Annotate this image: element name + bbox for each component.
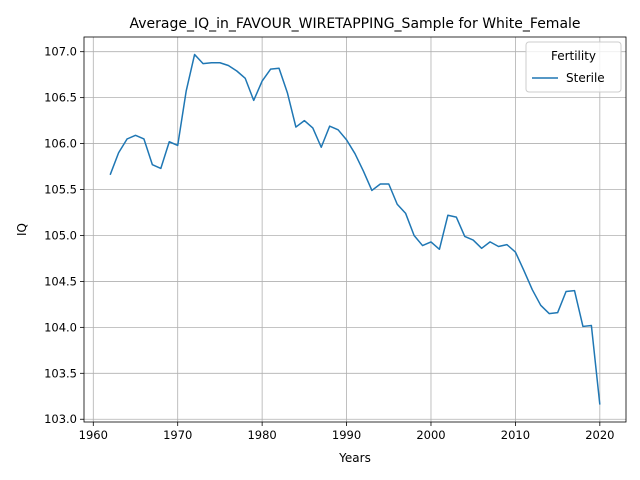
chart-title: Average_IQ_in_FAVOUR_WIRETAPPING_Sample … (129, 16, 580, 32)
y-tick-label: 105.0 (44, 228, 77, 242)
y-axis-label: IQ (15, 223, 29, 236)
x-tick-label: 2010 (501, 428, 530, 442)
legend-entry-label: Sterile (566, 71, 605, 85)
y-tick-label: 107.0 (44, 45, 77, 59)
legend-box (525, 41, 622, 93)
y-tick-label: 106.0 (44, 137, 77, 151)
y-tick-label: 103.0 (44, 412, 77, 426)
y-tick-label: 104.5 (44, 274, 77, 288)
x-tick-label: 1980 (247, 428, 276, 442)
x-axis-label: Years (338, 451, 371, 465)
y-tick-label: 103.5 (44, 366, 77, 380)
y-tick-label: 106.5 (44, 91, 77, 105)
x-tick-label: 2000 (416, 428, 445, 442)
x-tick-label: 1960 (79, 428, 108, 442)
axes-frame (83, 36, 627, 423)
x-tick-label: 1970 (163, 428, 192, 442)
legend-title: Fertility (551, 49, 596, 63)
plot-area (84, 37, 626, 422)
x-tick-label: 2020 (585, 428, 614, 442)
y-tick-label: 104.0 (44, 320, 77, 334)
x-tick-label: 1990 (332, 428, 361, 442)
y-tick-label: 105.5 (44, 183, 77, 197)
